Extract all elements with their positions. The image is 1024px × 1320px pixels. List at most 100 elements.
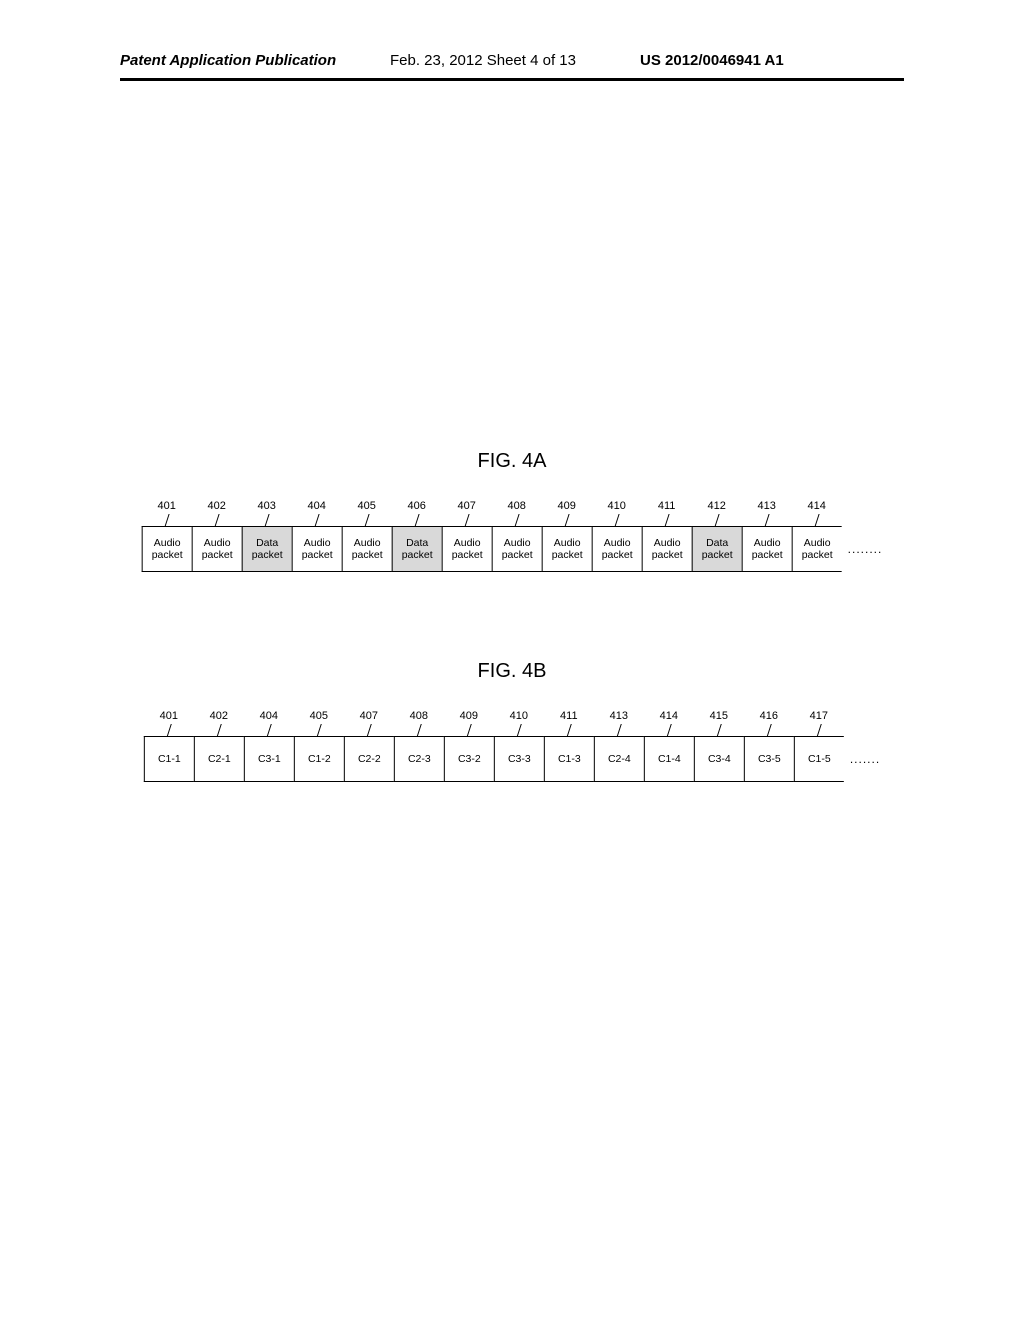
ref-numeral: 401 <box>144 700 194 736</box>
ref-numeral: 410 <box>592 490 642 526</box>
ref-numeral-label: 405 <box>357 500 375 512</box>
ref-numeral-label: 401 <box>157 500 175 512</box>
leader-line <box>316 724 321 736</box>
ref-numeral-label: 407 <box>457 500 475 512</box>
leader-line <box>616 724 621 736</box>
packet-cell: Audiopacket <box>742 526 792 572</box>
leader-line <box>666 724 671 736</box>
ref-numeral-label: 413 <box>610 710 628 722</box>
leader-line <box>464 514 469 526</box>
leader-line <box>716 724 721 736</box>
packet-cell: C3-1 <box>244 736 294 782</box>
ref-numeral: 403 <box>242 490 292 526</box>
ref-numeral: 413 <box>742 490 792 526</box>
leader-line <box>614 514 619 526</box>
packet-cell: C1-1 <box>144 736 194 782</box>
packet-cell: Audiopacket <box>192 526 242 572</box>
packet-cell: Audiopacket <box>492 526 542 572</box>
ref-numeral-label: 409 <box>460 710 478 722</box>
packet-cell: C1-5 <box>794 736 844 782</box>
ref-numeral-label: 402 <box>210 710 228 722</box>
ref-numeral-label: 407 <box>360 710 378 722</box>
packet-cell: Audiopacket <box>342 526 392 572</box>
leader-line <box>166 724 171 736</box>
leader-line <box>816 724 821 736</box>
packet-cell: Audiopacket <box>442 526 492 572</box>
ref-numeral: 411 <box>642 490 692 526</box>
leader-line <box>214 514 219 526</box>
ref-numeral: 405 <box>342 490 392 526</box>
packet-cell: Audiopacket <box>142 526 192 572</box>
ref-numeral: 409 <box>542 490 592 526</box>
packet-cell: C3-2 <box>444 736 494 782</box>
ref-numeral: 410 <box>494 700 544 736</box>
header-date-sheet: Feb. 23, 2012 Sheet 4 of 13 <box>390 52 576 69</box>
ref-numeral-label: 414 <box>660 710 678 722</box>
leader-line <box>764 514 769 526</box>
leader-line <box>466 724 471 736</box>
packet-cell: Audiopacket <box>292 526 342 572</box>
ref-numeral-label: 414 <box>807 500 825 512</box>
packet-cell: C2-1 <box>194 736 244 782</box>
packet-cell: Audiopacket <box>542 526 592 572</box>
leader-line <box>766 724 771 736</box>
packet-cell: C2-4 <box>594 736 644 782</box>
leader-line <box>664 514 669 526</box>
header-publication: Patent Application Publication <box>120 52 336 69</box>
packet-cell: C3-4 <box>694 736 744 782</box>
ref-numeral-label: 411 <box>560 710 578 722</box>
figure-4a-packets: AudiopacketAudiopacketDatapacketAudiopac… <box>142 526 883 572</box>
figure-4b-packets: C1-1C2-1C3-1C1-2C2-2C2-3C3-2C3-3C1-3C2-4… <box>144 736 880 782</box>
figure-4a-numbers: 4014024034044054064074084094104114124134… <box>142 490 842 526</box>
packet-cell: C2-3 <box>394 736 444 782</box>
packet-cell: Datapacket <box>692 526 742 572</box>
ref-numeral: 402 <box>192 490 242 526</box>
leader-line <box>416 724 421 736</box>
ref-numeral-label: 410 <box>510 710 528 722</box>
ref-numeral-label: 416 <box>760 710 778 722</box>
leader-line <box>266 724 271 736</box>
ref-numeral: 402 <box>194 700 244 736</box>
leader-line <box>566 724 571 736</box>
packet-cell: C1-2 <box>294 736 344 782</box>
ref-numeral-label: 404 <box>260 710 278 722</box>
ellipsis: ........ <box>842 526 883 572</box>
figure-4b-diagram: 4014024044054074084094104114134144154164… <box>144 700 880 782</box>
ref-numeral: 415 <box>694 700 744 736</box>
ref-numeral: 414 <box>644 700 694 736</box>
ref-numeral: 408 <box>394 700 444 736</box>
ref-numeral: 401 <box>142 490 192 526</box>
ref-numeral-label: 409 <box>557 500 575 512</box>
leader-line <box>314 514 319 526</box>
ref-numeral-label: 413 <box>757 500 775 512</box>
header-rule <box>120 78 904 81</box>
ref-numeral: 404 <box>244 700 294 736</box>
ref-numeral: 408 <box>492 490 542 526</box>
packet-cell: Audiopacket <box>642 526 692 572</box>
packet-cell: Datapacket <box>242 526 292 572</box>
packet-cell: C1-3 <box>544 736 594 782</box>
leader-line <box>364 514 369 526</box>
packet-cell: C3-3 <box>494 736 544 782</box>
ref-numeral-label: 404 <box>307 500 325 512</box>
ellipsis: ....... <box>844 736 880 782</box>
ref-numeral-label: 402 <box>207 500 225 512</box>
packet-cell: C1-4 <box>644 736 694 782</box>
ref-numeral: 409 <box>444 700 494 736</box>
packet-cell: C3-5 <box>744 736 794 782</box>
packet-cell: C2-2 <box>344 736 394 782</box>
figure-4a-diagram: 4014024034044054064074084094104114124134… <box>142 490 883 572</box>
packet-cell: Datapacket <box>392 526 442 572</box>
figure-4a-title: FIG. 4A <box>0 450 1024 473</box>
ref-numeral-label: 411 <box>658 500 676 512</box>
leader-line <box>564 514 569 526</box>
ref-numeral: 412 <box>692 490 742 526</box>
ref-numeral-label: 403 <box>257 500 275 512</box>
leader-line <box>216 724 221 736</box>
header-pubno: US 2012/0046941 A1 <box>640 52 784 69</box>
ref-numeral-label: 410 <box>607 500 625 512</box>
leader-line <box>264 514 269 526</box>
figure-4b-numbers: 4014024044054074084094104114134144154164… <box>144 700 844 736</box>
ref-numeral-label: 408 <box>410 710 428 722</box>
ref-numeral: 407 <box>344 700 394 736</box>
